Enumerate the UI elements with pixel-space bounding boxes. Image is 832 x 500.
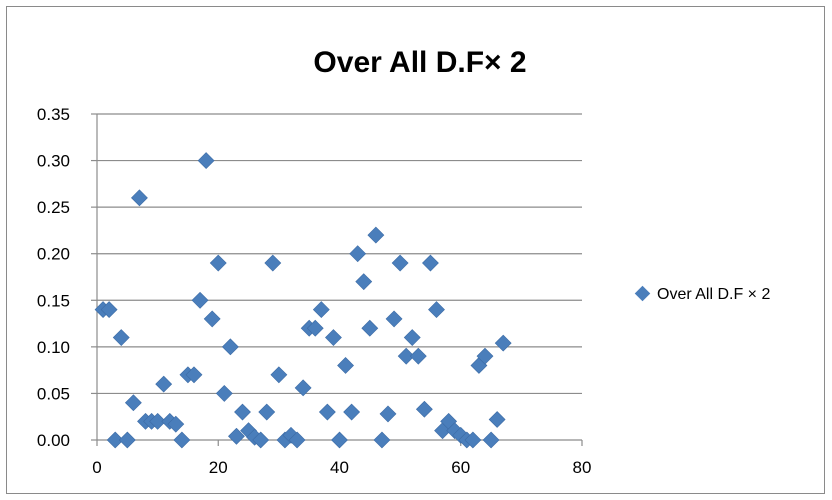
data-point bbox=[149, 412, 167, 430]
x-tick-label: 0 bbox=[92, 458, 101, 477]
y-axis-tick-labels: 0.00 0.05 0.10 0.15 0.20 0.25 0.30 0.35 bbox=[37, 105, 70, 450]
data-point bbox=[488, 411, 506, 428]
gridlines bbox=[91, 113, 582, 441]
data-point bbox=[391, 254, 409, 272]
data-point bbox=[294, 379, 312, 397]
legend-label: Over All D.F × 2 bbox=[657, 286, 770, 303]
data-point bbox=[112, 329, 130, 346]
data-point bbox=[373, 431, 391, 449]
data-point bbox=[167, 415, 185, 433]
data-point bbox=[318, 403, 336, 421]
data-point bbox=[270, 366, 288, 384]
data-point bbox=[422, 254, 439, 272]
data-point bbox=[325, 329, 342, 346]
y-tick-label: 0.00 bbox=[37, 431, 70, 450]
y-tick-label: 0.30 bbox=[37, 152, 70, 171]
data-point bbox=[312, 301, 330, 319]
axes bbox=[96, 114, 583, 446]
data-point bbox=[464, 431, 482, 449]
y-tick-label: 0.25 bbox=[37, 198, 70, 217]
data-point bbox=[428, 301, 445, 319]
data-point bbox=[349, 245, 367, 263]
data-point bbox=[155, 375, 173, 393]
data-point bbox=[228, 427, 245, 445]
data-point bbox=[476, 347, 494, 365]
data-point bbox=[203, 310, 221, 328]
data-points bbox=[94, 152, 512, 449]
chart-title: Over All D.F× 2 bbox=[313, 46, 526, 79]
data-point bbox=[258, 403, 276, 421]
data-point bbox=[343, 403, 361, 421]
data-point bbox=[264, 254, 282, 272]
data-point bbox=[482, 431, 500, 449]
y-tick-label: 0.05 bbox=[37, 384, 70, 403]
data-point bbox=[355, 273, 373, 291]
data-point bbox=[331, 431, 348, 449]
data-point bbox=[385, 310, 403, 328]
data-point bbox=[288, 431, 306, 449]
data-point bbox=[106, 431, 124, 449]
data-point bbox=[234, 403, 251, 421]
data-point bbox=[252, 431, 270, 449]
y-tick-label: 0.35 bbox=[37, 105, 70, 124]
data-point bbox=[409, 347, 427, 365]
data-point bbox=[379, 405, 397, 423]
x-tick-label: 40 bbox=[330, 458, 349, 477]
data-point bbox=[185, 366, 203, 384]
data-point bbox=[337, 357, 354, 374]
data-point bbox=[191, 291, 209, 309]
data-point bbox=[215, 385, 233, 402]
data-point bbox=[118, 431, 136, 449]
y-tick-label: 0.15 bbox=[37, 291, 70, 310]
data-point bbox=[209, 254, 227, 272]
chart-area bbox=[6, 6, 825, 494]
x-tick-label: 80 bbox=[573, 458, 592, 477]
data-point bbox=[397, 347, 415, 365]
data-point bbox=[124, 394, 142, 412]
data-point bbox=[197, 152, 215, 169]
data-point bbox=[494, 334, 512, 352]
data-point bbox=[306, 319, 324, 337]
data-point bbox=[221, 338, 239, 356]
legend: Over All D.F × 2 bbox=[634, 285, 770, 303]
x-axis-tick-labels: 0 20 40 60 80 bbox=[92, 458, 591, 477]
legend-marker-icon bbox=[634, 285, 651, 302]
x-tick-label: 60 bbox=[451, 458, 470, 477]
y-tick-label: 0.20 bbox=[37, 245, 70, 264]
data-point bbox=[403, 329, 421, 346]
y-tick-label: 0.10 bbox=[37, 338, 70, 357]
data-point bbox=[173, 431, 191, 449]
data-point bbox=[367, 226, 385, 244]
data-point bbox=[361, 319, 379, 337]
data-point bbox=[131, 189, 148, 207]
data-point bbox=[415, 400, 433, 418]
data-point bbox=[100, 301, 118, 319]
x-tick-label: 20 bbox=[209, 458, 228, 477]
